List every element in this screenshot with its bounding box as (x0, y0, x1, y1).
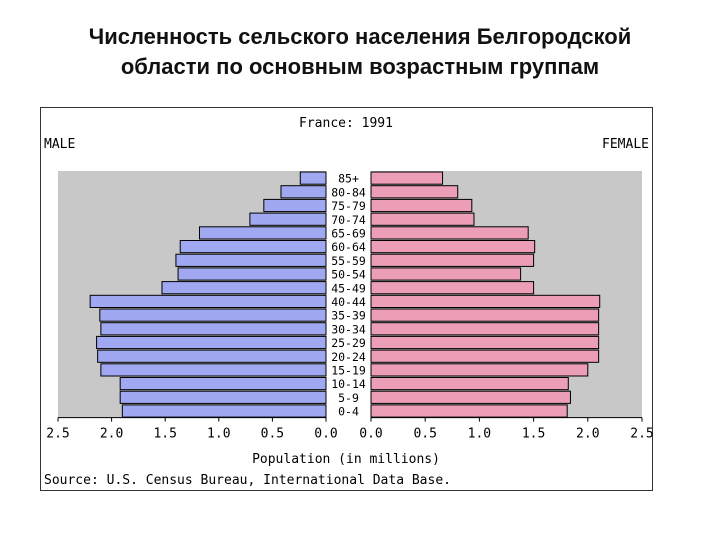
female-bar-0-4 (370, 404, 568, 418)
male-bar-55-59 (175, 253, 327, 267)
female-bar-10-14 (370, 377, 569, 391)
age-group-label: 0-4 (338, 405, 359, 419)
age-group-label: 65-69 (331, 227, 366, 241)
female-bar-85+ (370, 171, 444, 185)
male-bar-10-14 (119, 377, 327, 391)
female-bar-80-84 (370, 185, 459, 199)
male-bar-45-49 (161, 281, 327, 295)
male-bar-20-24 (97, 349, 327, 363)
female-bar-75-79 (370, 198, 473, 213)
female-x-tick-label: 2.5 (630, 427, 653, 442)
female-bar-65-69 (370, 226, 529, 240)
age-group-label: 85+ (338, 172, 359, 186)
male-x-tick-label: 2.0 (100, 427, 123, 442)
male-bar-65-69 (199, 226, 327, 240)
male-bar-40-44 (89, 294, 327, 308)
male-x-tick-label: 2.5 (46, 427, 69, 442)
female-x-tick-label: 0.5 (413, 427, 436, 442)
slide-title-line-1: Численность сельского населения Белгород… (88, 24, 632, 49)
slide-title-line-2: области по основным возрастным группам (120, 54, 600, 79)
female-bar-50-54 (370, 267, 522, 281)
x-axis-label: Population (in millions) (252, 452, 440, 467)
male-bar-15-19 (100, 363, 327, 377)
age-group-label: 60-64 (331, 240, 366, 254)
female-bar-15-19 (370, 363, 589, 377)
male-bar-80-84 (280, 185, 327, 199)
male-bar-25-29 (96, 335, 327, 350)
female-bar-30-34 (370, 322, 600, 336)
age-group-label: 70-74 (331, 213, 366, 227)
male-x-tick-label: 1.0 (207, 427, 230, 442)
age-group-label: 20-24 (331, 350, 366, 364)
age-group-label: 40-44 (331, 295, 366, 309)
male-bar-85+ (299, 171, 327, 185)
male-bar-70-74 (249, 212, 327, 226)
female-bar-20-24 (370, 349, 600, 363)
male-bar-50-54 (177, 267, 327, 281)
age-group-label: 80-84 (331, 185, 366, 199)
age-group-label: 45-49 (331, 281, 366, 295)
female-x-tick-label: 1.0 (468, 427, 491, 442)
age-group-label: 55-59 (331, 254, 366, 268)
male-bar-30-34 (100, 322, 327, 336)
male-bar-0-4 (121, 404, 327, 418)
source-note: Source: U.S. Census Bureau, Internationa… (44, 473, 451, 488)
female-bar-40-44 (370, 294, 601, 308)
female-label: FEMALE (602, 137, 649, 152)
age-group-label: 50-54 (331, 268, 366, 282)
female-bar-60-64 (370, 240, 536, 254)
male-label: MALE (44, 137, 75, 152)
male-bar-75-79 (263, 198, 327, 213)
age-group-label: 10-14 (331, 377, 366, 391)
female-bar-70-74 (370, 212, 475, 226)
female-x-tick-label: 0.0 (359, 427, 382, 442)
male-x-tick-label: 0.0 (314, 427, 337, 442)
age-group-label: 30-34 (331, 322, 366, 336)
female-x-tick-label: 2.0 (576, 427, 599, 442)
age-group-label: 25-29 (331, 336, 366, 350)
male-x-tick-label: 0.5 (261, 427, 284, 442)
slide-title: Численность сельского населения Белгород… (0, 22, 720, 82)
chart-title: France: 1991 (299, 116, 393, 131)
male-bar-35-39 (99, 308, 327, 322)
male-bar-5-9 (119, 390, 327, 404)
female-x-tick-label: 1.5 (522, 427, 545, 442)
male-x-tick-label: 1.5 (153, 427, 176, 442)
female-bar-45-49 (370, 281, 535, 295)
female-bar-5-9 (370, 390, 571, 404)
female-bar-55-59 (370, 253, 535, 267)
female-bar-25-29 (370, 335, 600, 350)
male-bar-60-64 (179, 240, 327, 254)
age-group-label: 35-39 (331, 309, 366, 323)
age-group-label: 15-19 (331, 364, 366, 378)
age-group-label: 75-79 (331, 199, 366, 213)
age-group-label: 5-9 (338, 391, 359, 405)
female-bar-35-39 (370, 308, 600, 322)
